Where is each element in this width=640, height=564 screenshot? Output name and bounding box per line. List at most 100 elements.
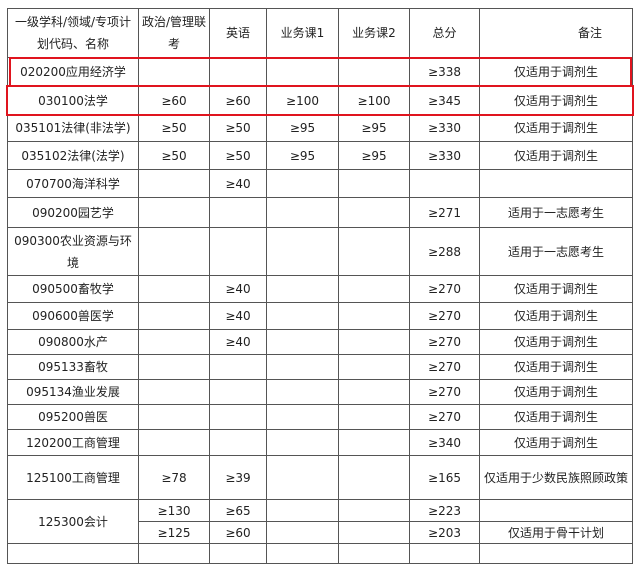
header-program: 一级学科/领域/专项计划代码、名称 bbox=[7, 8, 139, 58]
politics-score bbox=[138, 354, 210, 380]
program-name: 095200兽医 bbox=[7, 404, 139, 430]
table-row: 095200兽医 ≥270 仅适用于调剂生 bbox=[7, 404, 633, 430]
course1-score bbox=[266, 57, 339, 87]
note: 仅适用于调剂生 bbox=[479, 57, 633, 87]
table-row: 090800水产 ≥40 ≥270 仅适用于调剂生 bbox=[7, 329, 633, 355]
header-note: 备注 bbox=[479, 8, 633, 58]
table-row: 035102法律(法学) ≥50 ≥50 ≥95 ≥95 ≥330 仅适用于调剂生 bbox=[7, 141, 633, 170]
course2-score bbox=[338, 227, 410, 276]
course1-score bbox=[266, 302, 339, 330]
total-score: ≥270 bbox=[409, 302, 480, 330]
note: 仅适用于骨干计划 bbox=[479, 521, 633, 544]
note: 仅适用于调剂生 bbox=[479, 429, 633, 456]
table-row: 095134渔业发展 ≥270 仅适用于调剂生 bbox=[7, 379, 633, 405]
program-name: 070700海洋科学 bbox=[7, 169, 139, 198]
politics-score bbox=[138, 302, 210, 330]
course1-score bbox=[266, 354, 339, 380]
course1-score: ≥95 bbox=[266, 141, 339, 170]
course1-score bbox=[266, 227, 339, 276]
course1-score bbox=[266, 329, 339, 355]
program-name: 090500畜牧学 bbox=[7, 275, 139, 303]
english-score bbox=[209, 354, 267, 380]
politics-score: ≥125 bbox=[138, 521, 210, 544]
program-name: 090300农业资源与环境 bbox=[7, 227, 139, 276]
program-name: 095133畜牧 bbox=[7, 354, 139, 380]
course1-score bbox=[266, 455, 339, 500]
program-name: 035102法律(法学) bbox=[7, 141, 139, 170]
note bbox=[479, 169, 633, 198]
course1-score: ≥100 bbox=[266, 86, 339, 115]
english-score bbox=[209, 429, 267, 456]
note: 仅适用于调剂生 bbox=[479, 114, 633, 142]
note bbox=[479, 499, 633, 522]
empty-cell bbox=[338, 543, 410, 564]
course2-score bbox=[338, 57, 410, 87]
empty-cell bbox=[409, 543, 480, 564]
course2-score bbox=[338, 499, 410, 522]
table-row: 035101法律(非法学) ≥50 ≥50 ≥95 ≥95 ≥330 仅适用于调剂生 bbox=[7, 114, 633, 142]
politics-score: ≥78 bbox=[138, 455, 210, 500]
english-score bbox=[209, 227, 267, 276]
politics-score: ≥50 bbox=[138, 114, 210, 142]
table-row: 125300会计 ≥130 ≥65 ≥223 bbox=[7, 499, 633, 544]
total-score: ≥330 bbox=[409, 141, 480, 170]
table-row: 030100法学 ≥60 ≥60 ≥100 ≥100 ≥345 仅适用于调剂生 bbox=[7, 86, 633, 115]
politics-score: ≥60 bbox=[138, 86, 210, 115]
politics-score: ≥50 bbox=[138, 141, 210, 170]
total-score: ≥288 bbox=[409, 227, 480, 276]
course1-score bbox=[266, 521, 339, 544]
program-name: 030100法学 bbox=[7, 86, 139, 115]
politics-score: ≥130 bbox=[138, 499, 210, 522]
program-name: 090200园艺学 bbox=[7, 197, 139, 228]
total-score bbox=[409, 169, 480, 198]
table-row: 125100工商管理 ≥78 ≥39 ≥165 仅适用于少数民族照顾政策 bbox=[7, 455, 633, 500]
table-row: 090200园艺学 ≥271 适用于一志愿考生 bbox=[7, 197, 633, 228]
program-name: 120200工商管理 bbox=[7, 429, 139, 456]
table-row: 090600兽医学 ≥40 ≥270 仅适用于调剂生 bbox=[7, 302, 633, 330]
total-score: ≥270 bbox=[409, 354, 480, 380]
total-score: ≥270 bbox=[409, 329, 480, 355]
total-score: ≥338 bbox=[409, 57, 480, 87]
note: 仅适用于调剂生 bbox=[479, 379, 633, 405]
note: 仅适用于调剂生 bbox=[479, 302, 633, 330]
total-score: ≥270 bbox=[409, 379, 480, 405]
politics-score bbox=[138, 379, 210, 405]
course2-score bbox=[338, 169, 410, 198]
total-score: ≥270 bbox=[409, 404, 480, 430]
politics-score bbox=[138, 57, 210, 87]
politics-score bbox=[138, 227, 210, 276]
total-score: ≥345 bbox=[409, 86, 480, 115]
course2-score bbox=[338, 429, 410, 456]
program-name: 090800水产 bbox=[7, 329, 139, 355]
score-table: 一级学科/领域/专项计划代码、名称 政治/管理联考 英语 业务课1 业务课2 总… bbox=[7, 8, 633, 564]
course1-score bbox=[266, 379, 339, 405]
empty-cell bbox=[209, 543, 267, 564]
note: 仅适用于调剂生 bbox=[479, 329, 633, 355]
politics-score bbox=[138, 275, 210, 303]
total-score: ≥271 bbox=[409, 197, 480, 228]
header-course2: 业务课2 bbox=[338, 8, 410, 58]
politics-score bbox=[138, 404, 210, 430]
english-score: ≥40 bbox=[209, 275, 267, 303]
note: 仅适用于调剂生 bbox=[479, 275, 633, 303]
politics-score bbox=[138, 169, 210, 198]
politics-score bbox=[138, 329, 210, 355]
empty-cell bbox=[7, 543, 139, 564]
table-row: 070700海洋科学 ≥40 bbox=[7, 169, 633, 198]
course2-score bbox=[338, 455, 410, 500]
table-row: 095133畜牧 ≥270 仅适用于调剂生 bbox=[7, 354, 633, 380]
header-row: 一级学科/领域/专项计划代码、名称 政治/管理联考 英语 业务课1 业务课2 总… bbox=[7, 8, 633, 58]
course2-score bbox=[338, 275, 410, 303]
english-score bbox=[209, 57, 267, 87]
note: 适用于一志愿考生 bbox=[479, 197, 633, 228]
header-english: 英语 bbox=[209, 8, 267, 58]
english-score: ≥40 bbox=[209, 329, 267, 355]
program-name: 020200应用经济学 bbox=[7, 57, 139, 87]
course1-score bbox=[266, 429, 339, 456]
english-score bbox=[209, 404, 267, 430]
table-row: 090500畜牧学 ≥40 ≥270 仅适用于调剂生 bbox=[7, 275, 633, 303]
english-score: ≥60 bbox=[209, 521, 267, 544]
total-score: ≥203 bbox=[409, 521, 480, 544]
header-total: 总分 bbox=[409, 8, 480, 58]
course2-score: ≥100 bbox=[338, 86, 410, 115]
